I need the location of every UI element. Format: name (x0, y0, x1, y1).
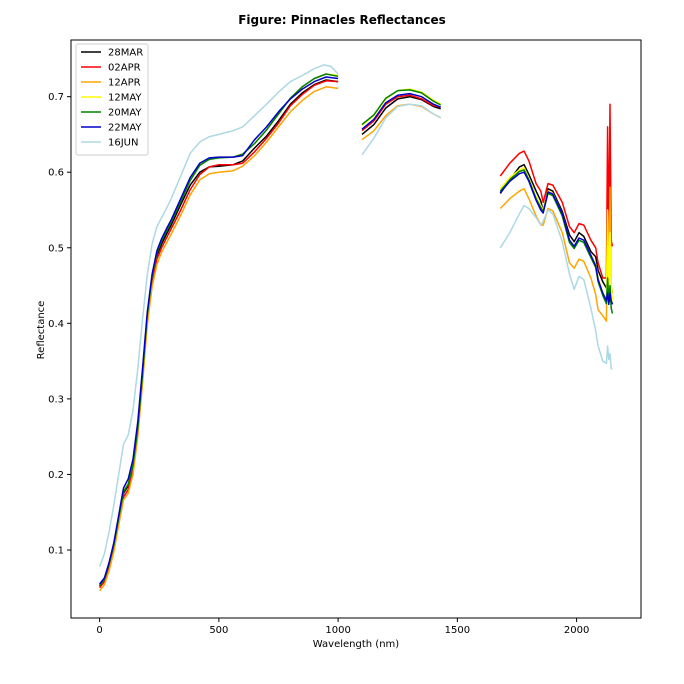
y-tick-label: 0.2 (48, 470, 64, 481)
legend-label-16jun: 16JUN (108, 138, 138, 149)
legend-label-28mar: 28MAR (108, 48, 143, 59)
plot-frame (70, 39, 642, 619)
series-line-02apr-segment-1 (99, 80, 339, 589)
x-tick-label: 2000 (564, 625, 589, 636)
series-line-02apr-segment-3 (499, 103, 614, 279)
y-axis-label: Reflectance (36, 301, 47, 360)
series-line-22may-segment-3 (499, 171, 614, 306)
y-tick-label: 0.6 (48, 168, 64, 179)
legend-label-02apr: 02APR (108, 63, 141, 74)
series-line-22may-segment-2 (361, 92, 441, 130)
series-lines (98, 64, 614, 592)
chart-title: Figure: Pinnacles Reflectances (238, 13, 446, 27)
series-line-20may-segment-2 (361, 89, 442, 126)
y-tick-label: 0.4 (48, 319, 64, 330)
y-tick-label: 0.1 (48, 546, 64, 557)
legend-label-20may: 20MAY (108, 108, 142, 119)
series-line-28mar-segment-3 (499, 163, 613, 304)
y-axis-ticks: 0.1 0.2 0.3 0.4 0.5 0.6 0.7 (48, 92, 71, 557)
series-line-16jun-segment-3 (499, 204, 613, 370)
legend-label-12may: 12MAY (108, 93, 142, 104)
x-tick-label: 1500 (445, 625, 470, 636)
x-tick-label: 0 (96, 625, 102, 636)
legend: 28MAR 02APR 12APR 12MAY 20MAY 22MAY 16JUN (75, 43, 149, 156)
legend-label-22may: 22MAY (108, 123, 142, 134)
x-tick-label: 500 (209, 625, 228, 636)
x-tick-label: 1000 (325, 625, 350, 636)
y-tick-label: 0.5 (48, 243, 64, 254)
series-line-02apr-segment-2 (361, 94, 441, 132)
series-line-22may-segment-1 (99, 76, 339, 585)
series-line-12apr-segment-1 (99, 86, 339, 592)
y-tick-label: 0.3 (48, 394, 64, 405)
series-line-16jun-segment-2 (361, 103, 442, 156)
legend-label-12apr: 12APR (108, 78, 141, 89)
series-line-16jun-segment-1 (98, 64, 339, 567)
y-tick-label: 0.7 (48, 92, 64, 103)
x-axis-label: Wavelength (nm) (313, 639, 399, 650)
x-axis-ticks: 0 500 1000 1500 2000 (96, 618, 589, 636)
